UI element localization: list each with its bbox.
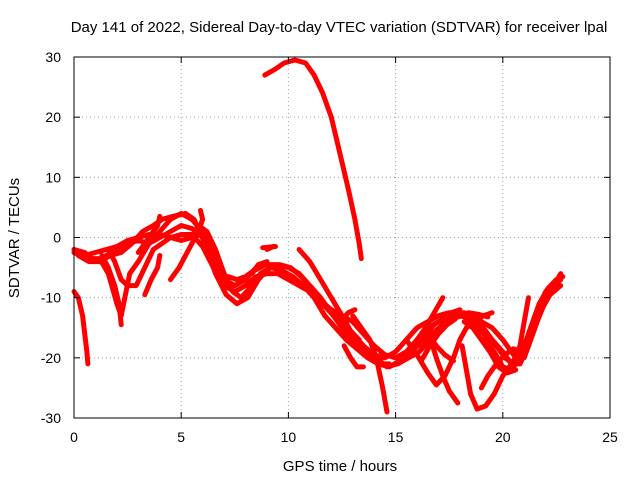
y-axis-label: SDTVAR / TECUs [6,178,23,298]
series-track-v [414,307,463,346]
series-track-o [262,57,364,262]
y-tick-label: 10 [45,169,61,185]
y-tick-label: 30 [45,49,61,65]
x-tick-label: 5 [177,429,185,445]
series-track-j [168,207,206,283]
x-tick-label: 15 [388,429,404,445]
series-track-s [350,313,390,415]
series-track-ae [461,319,519,376]
series-track-r [337,307,358,325]
series-track-n [225,263,266,283]
series-track-z [427,334,461,406]
y-tick-label: 0 [53,230,61,246]
x-tick-label: 10 [281,429,297,445]
axis-ticks: 0 5 10 15 20 25 -30 -20 -10 0 10 20 30 [41,49,618,445]
grid [74,57,610,418]
series-track-f [71,289,91,367]
series-track-w [418,316,459,364]
x-axis-label: GPS time / hours [283,458,397,475]
y-tick-label: -30 [41,410,61,426]
series-track-e [105,232,238,295]
series-track-d [71,223,564,367]
series-track-aa [459,343,525,412]
series-track-af [466,310,491,320]
y-tick-label: 20 [45,109,61,125]
series-track-p [296,247,362,343]
series-track-q [341,343,366,370]
y-tick-label: -20 [41,350,61,366]
chart-title: Day 141 of 2022, Sidereal Day-to-day VTE… [71,19,608,36]
x-tick-label: 20 [495,429,511,445]
x-tick-label: 25 [602,429,618,445]
series-track-ab [478,346,523,391]
series-track-i [142,253,163,298]
series-track-ad [521,283,564,361]
series-track-m [260,244,278,251]
series-track-h [135,213,163,255]
plot-series [71,57,566,415]
series-track-ac [511,295,531,364]
y-tick-label: -10 [41,290,61,306]
series-track-g [99,253,124,328]
series-track-x [406,295,446,355]
x-tick-label: 0 [70,429,78,445]
